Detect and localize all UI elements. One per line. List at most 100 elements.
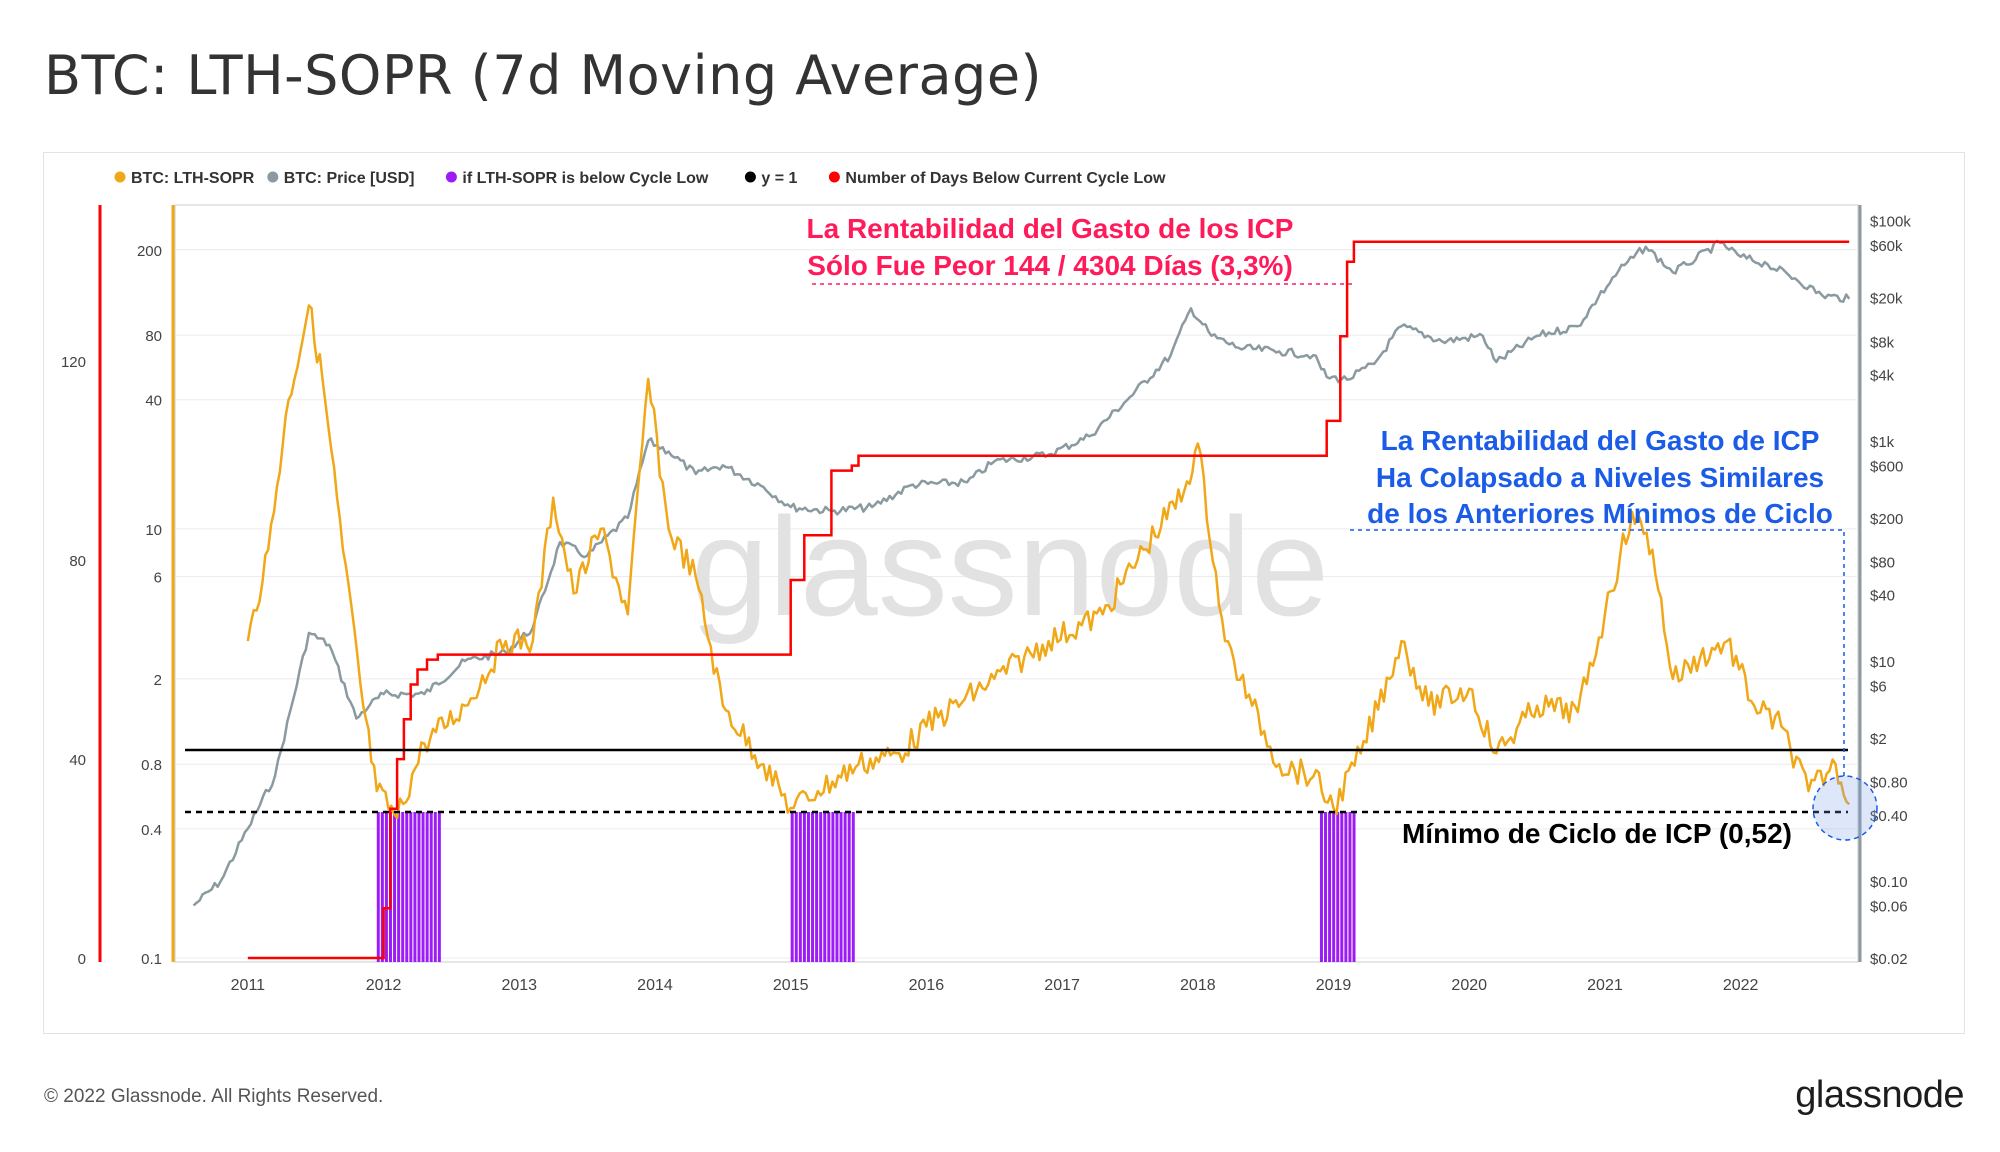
legend-label-0: BTC: LTH-SOPR — [131, 170, 255, 187]
below-bar-23 — [819, 812, 823, 962]
sopr-tick-8: 200 — [137, 243, 162, 260]
price-tick-8: $40 — [1870, 588, 1895, 605]
x-tick-3: 2014 — [637, 977, 673, 994]
below-bar-12 — [425, 812, 429, 962]
below-bar-20 — [806, 812, 810, 962]
pink-annotation-line1: La Rentabilidad del Gasto de los ICP — [807, 213, 1294, 244]
gridlines — [175, 249, 1858, 959]
price-line — [192, 239, 1851, 907]
blue-annotation-line1: La Rentabilidad del Gasto de ICP — [1381, 425, 1820, 456]
below-bar-6 — [401, 812, 405, 962]
below-bar-27 — [835, 812, 839, 962]
legend-dot-1 — [267, 171, 279, 183]
legend-dot-0 — [114, 171, 126, 183]
below-bar-29 — [843, 812, 847, 962]
legend-label-2: if LTH-SOPR is below Cycle Low — [462, 170, 709, 187]
below-bar-32 — [1319, 812, 1323, 962]
price-tick-15: $20k — [1870, 291, 1903, 308]
page-title: BTC: LTH-SOPR (7d Moving Average) — [44, 44, 1043, 107]
blue-annotation-leader — [1350, 529, 1845, 778]
below-bar-39 — [1348, 812, 1352, 962]
sopr-tick-1: 0.4 — [141, 822, 162, 839]
price-tick-14: $8k — [1870, 334, 1895, 351]
days-tick-2: 80 — [69, 553, 86, 570]
x-tick-0: 2011 — [231, 977, 266, 994]
sopr-tick-4: 6 — [154, 570, 162, 587]
days-tick-1: 40 — [69, 752, 86, 769]
price-tick-2: $0.10 — [1870, 874, 1908, 891]
sopr-tick-7: 80 — [145, 328, 162, 345]
below-bar-34 — [1328, 812, 1332, 962]
below-bar-40 — [1352, 812, 1356, 962]
x-tick-8: 2019 — [1316, 977, 1352, 994]
price-tick-6: $6 — [1870, 678, 1887, 695]
blue-annotation-line3: de los Anteriores Mínimos de Ciclo — [1367, 498, 1833, 529]
watermark: glassnode — [691, 488, 1329, 645]
legend-dot-2 — [445, 171, 457, 183]
below-bar-18 — [798, 812, 802, 962]
price-tick-5: $2 — [1870, 731, 1887, 748]
below-bar-35 — [1332, 812, 1336, 962]
below-bar-22 — [815, 812, 819, 962]
legend-label-1: BTC: Price [USD] — [284, 170, 415, 187]
sopr-tick-5: 10 — [145, 522, 162, 539]
days-below-line — [247, 240, 1850, 960]
sopr-tick-0: 0.1 — [141, 951, 162, 968]
legend: BTC: LTH-SOPR BTC: Price [USD] if LTH-SOPR… — [114, 170, 1166, 187]
sopr-tick-3: 2 — [154, 672, 162, 689]
legend-label-4: Number of Days Below Current Cycle Low — [845, 170, 1166, 187]
blue-annotation-line2: Ha Colapsado a Niveles Similares — [1376, 462, 1824, 493]
x-tick-11: 2022 — [1723, 977, 1759, 994]
below-bar-2 — [384, 812, 388, 962]
below-bar-30 — [847, 812, 851, 962]
below-bar-28 — [839, 812, 843, 962]
price-tick-10: $200 — [1870, 511, 1903, 528]
below-bar-8 — [409, 812, 413, 962]
highlight-circle — [1812, 775, 1878, 841]
below-bar-15 — [437, 812, 441, 962]
below-bar-21 — [811, 812, 815, 962]
below-bar-36 — [1336, 812, 1340, 962]
price-tick-9: $80 — [1870, 555, 1895, 572]
legend-dot-4 — [828, 171, 840, 183]
below-cycle-low-bars — [376, 812, 1356, 962]
price-tick-4: $0.80 — [1870, 775, 1908, 792]
x-tick-10: 2021 — [1587, 977, 1623, 994]
below-bar-7 — [405, 812, 409, 962]
footer-logo: glassnode — [1795, 1074, 1964, 1116]
series-lines — [192, 239, 1851, 960]
below-bar-33 — [1324, 812, 1328, 962]
price-tick-3: $0.40 — [1870, 808, 1908, 825]
x-tick-6: 2017 — [1044, 977, 1080, 994]
plot-area — [174, 204, 1859, 963]
below-bar-17 — [794, 812, 798, 962]
x-tick-1: 2012 — [366, 977, 402, 994]
axis-ticks: 0.1 0.4 0.8 2 6 10 40 80 200 0 40 80 120 $0.02 $0.06 $0… — [61, 214, 1911, 994]
sopr-tick-2: 0.8 — [141, 757, 162, 774]
below-bar-0 — [376, 812, 380, 962]
below-bar-5 — [397, 812, 401, 962]
below-bar-10 — [417, 812, 421, 962]
x-tick-4: 2015 — [773, 977, 809, 994]
below-bar-11 — [421, 812, 425, 962]
cycle-low-annotation: Mínimo de Ciclo de ICP (0,52) — [1402, 818, 1792, 849]
copyright: © 2022 Glassnode. All Rights Reserved. — [44, 1086, 384, 1107]
below-bar-26 — [831, 812, 835, 962]
below-bar-13 — [429, 812, 433, 962]
x-tick-9: 2020 — [1451, 977, 1487, 994]
x-tick-7: 2018 — [1180, 977, 1216, 994]
price-tick-1: $0.06 — [1870, 898, 1908, 915]
below-bar-31 — [851, 812, 855, 962]
below-bar-4 — [393, 812, 397, 962]
x-tick-5: 2016 — [909, 977, 945, 994]
price-tick-7: $10 — [1870, 654, 1895, 671]
legend-label-3: y = 1 — [761, 170, 797, 187]
below-bar-9 — [413, 812, 417, 962]
below-bar-38 — [1344, 812, 1348, 962]
below-bar-25 — [827, 812, 831, 962]
below-bar-24 — [823, 812, 827, 962]
price-tick-11: $600 — [1870, 458, 1903, 475]
days-tick-0: 0 — [78, 951, 86, 968]
price-tick-0: $0.02 — [1870, 951, 1908, 968]
